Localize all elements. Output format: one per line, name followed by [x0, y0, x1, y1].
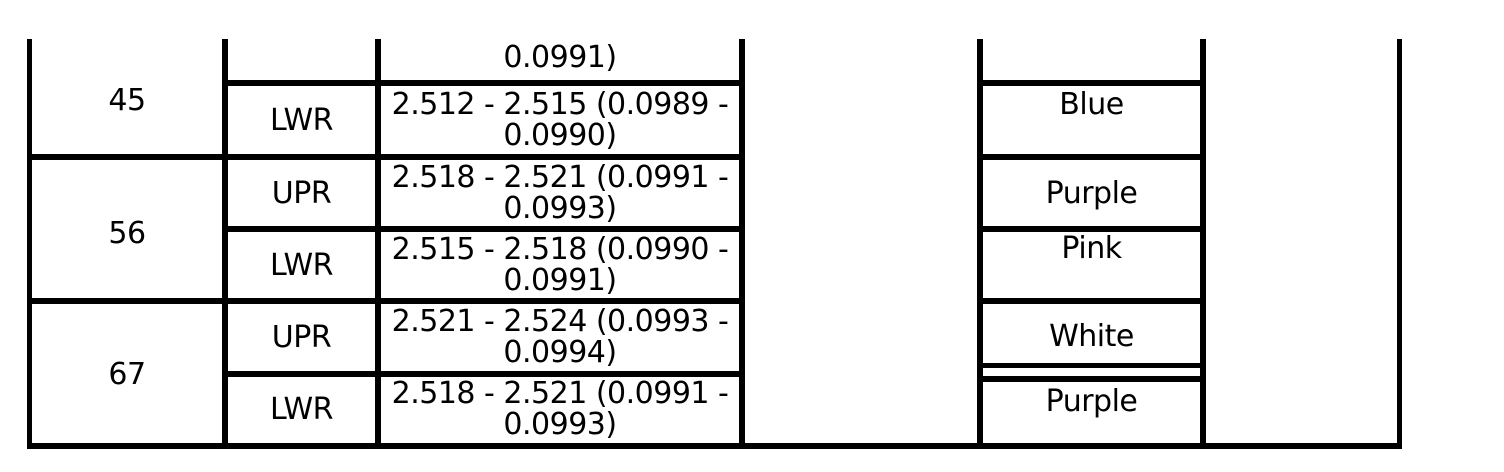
- color-column-left-border: [977, 39, 983, 449]
- range-cell-56-upr: 2.518 - 2.521 (0.0991 - 0.0993): [391, 160, 729, 226]
- color-cell-border-pink-white: [977, 298, 1206, 304]
- range-column-right-border: [739, 39, 745, 449]
- size-cell-56: 56: [108, 216, 146, 251]
- column-divider-position-range: [375, 39, 381, 449]
- color-cell-border-purple2-top: [977, 376, 1206, 382]
- range-cell-56-lwr: 2.515 - 2.518 (0.0990 - 0.0991): [391, 232, 729, 298]
- color-cell-white: White: [1049, 319, 1134, 354]
- size-cell-67: 67: [108, 357, 146, 392]
- range-cell-45-lwr: 2.512 - 2.515 (0.0989 - 0.0990): [391, 87, 729, 153]
- row-divider-45-upr-lwr: [222, 80, 745, 86]
- color-cell-blue: Blue: [1059, 87, 1124, 122]
- position-cell-45-lwr: LWR: [270, 103, 333, 138]
- color-cell-border-purple-pink: [977, 226, 1206, 232]
- color-cell-border-blue-top: [977, 80, 1206, 86]
- table-border-bottom: [27, 443, 1402, 449]
- range-cell-cutoff-continuation: 0.0991): [503, 40, 617, 75]
- row-divider-56-67: [27, 298, 745, 304]
- color-cell-border-white-bottom: [977, 363, 1206, 368]
- position-cell-67-lwr: LWR: [270, 392, 333, 427]
- range-cell-67-lwr: 2.518 - 2.521 (0.0991 - 0.0993): [391, 376, 729, 442]
- color-cell-purple-2: Purple: [1045, 384, 1138, 419]
- position-cell-56-lwr: LWR: [270, 248, 333, 283]
- color-column-right-border: [1200, 39, 1206, 449]
- row-divider-56-upr-lwr: [222, 226, 745, 232]
- row-divider-67-upr-lwr: [222, 371, 745, 377]
- position-cell-56-upr: UPR: [271, 176, 332, 211]
- table-border-left: [27, 39, 32, 449]
- table-border-right: [1397, 39, 1402, 449]
- size-cell-45: 45: [108, 83, 146, 118]
- column-divider-size-position: [222, 39, 228, 449]
- row-divider-45-56: [27, 154, 745, 160]
- position-cell-67-upr: UPR: [271, 320, 332, 355]
- color-cell-purple: Purple: [1045, 176, 1138, 211]
- color-cell-border-blue-purple: [977, 154, 1206, 160]
- range-cell-67-upr: 2.521 - 2.524 (0.0993 - 0.0994): [391, 304, 729, 370]
- color-cell-pink: Pink: [1061, 231, 1122, 266]
